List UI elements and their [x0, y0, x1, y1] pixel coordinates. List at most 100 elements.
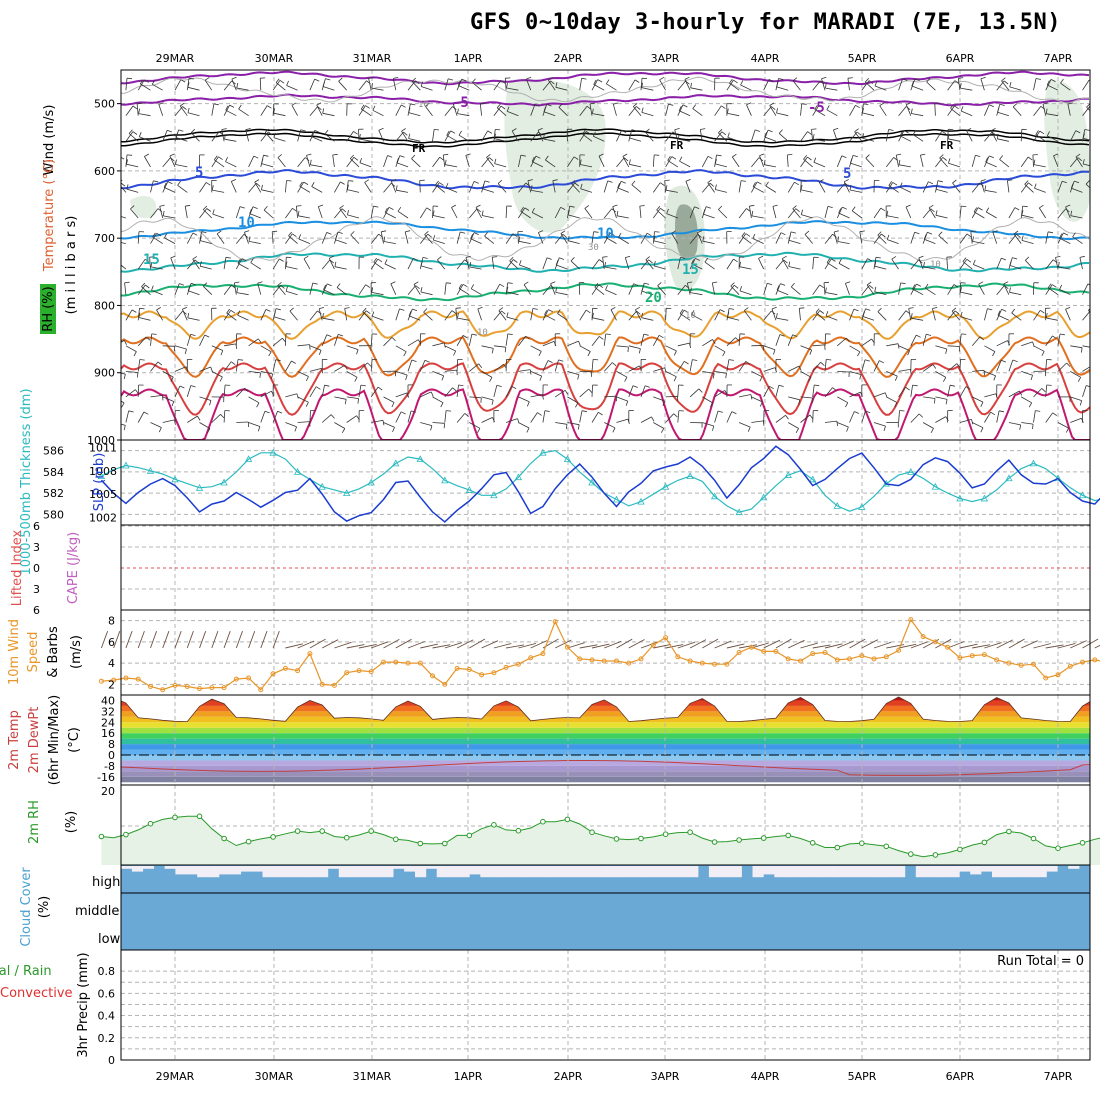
wind-barb-flag — [581, 410, 587, 413]
wind-barb-flag — [1007, 179, 1013, 181]
wind-barb-flag — [473, 232, 479, 235]
wind-barb — [507, 111, 519, 117]
wind-barb — [859, 231, 863, 244]
wind-barb — [702, 339, 713, 347]
wind-barb-flag — [1058, 262, 1060, 268]
temp2m-ylabel-3: (6hr Min/Max) — [47, 695, 62, 785]
wind-barb-flag — [825, 287, 827, 293]
wind-barb — [397, 210, 409, 219]
wind10m-point — [994, 657, 1000, 663]
wind-barb-flag — [1027, 156, 1033, 161]
wind-barb-flag — [543, 134, 545, 140]
thickness-point — [882, 479, 890, 487]
wind-barb — [469, 266, 482, 270]
wind-barb — [468, 232, 475, 244]
wind-barb-flag — [364, 179, 370, 183]
wind-barb — [786, 154, 789, 167]
wind-barb — [1024, 184, 1034, 193]
wind-barb — [1045, 79, 1052, 91]
rh2m-point — [393, 836, 399, 843]
wind-barb — [321, 414, 332, 423]
wind-barb-flag — [538, 351, 542, 356]
wind10m-barb — [150, 630, 158, 649]
wind-barb — [923, 266, 936, 270]
wind-barb-flag — [231, 179, 237, 182]
wind-barb — [641, 317, 654, 321]
wind-barb — [727, 113, 740, 117]
wind10m-barb — [579, 644, 598, 649]
wind10m-point — [430, 673, 435, 679]
wind-barb-flag — [744, 307, 749, 311]
wind-barb-flag — [206, 208, 212, 212]
wind-barb — [419, 360, 426, 372]
wind10m-barb — [873, 641, 892, 649]
rh2m-point — [294, 828, 301, 834]
wind-barb-flag — [910, 108, 913, 114]
wind-barb-flag — [733, 79, 738, 84]
wind-barb-flag — [690, 287, 692, 293]
wind-barb-flag — [598, 411, 603, 416]
wind-barb — [825, 292, 838, 296]
wind-barb-flag — [1012, 103, 1018, 108]
wind-barb — [211, 103, 215, 116]
wind-barb — [199, 422, 211, 429]
wind-barb-flag — [979, 336, 985, 341]
wind10m-barb — [824, 643, 843, 649]
wind-barb — [334, 334, 339, 346]
wind-barb — [435, 184, 446, 193]
wind-barb — [370, 333, 373, 346]
rh2m-point — [172, 814, 178, 821]
wind-barb-flag — [239, 206, 245, 209]
wind-barb-flag — [898, 159, 901, 165]
wind-barb — [163, 215, 176, 219]
wind-barb — [297, 396, 309, 403]
wind-barb — [763, 310, 772, 321]
wind-barb — [378, 130, 384, 142]
wind-barb-flag — [115, 210, 116, 215]
wind-barb-flag — [905, 386, 910, 391]
wind-barb — [444, 369, 457, 372]
cloud-high-bar — [687, 866, 699, 878]
wind-barb-flag — [103, 260, 105, 265]
wind-barb — [821, 78, 826, 91]
wind-barb-flag — [1032, 424, 1034, 430]
wind10m-point — [736, 650, 742, 655]
wind-barb-flag — [348, 180, 354, 182]
wind-barb — [371, 292, 384, 296]
wind-barb — [1021, 240, 1034, 244]
cloud-high-bar — [610, 866, 623, 878]
wind-barb — [922, 232, 928, 244]
wind-barb-flag — [291, 102, 297, 106]
wind-barb-flag — [752, 233, 756, 239]
wind-barb — [556, 264, 568, 270]
wind-barb — [1082, 385, 1087, 398]
wind-barb — [162, 419, 175, 423]
wind-barb — [199, 366, 211, 372]
cloud-high-bar — [556, 866, 568, 878]
wind-barb-flag — [446, 410, 452, 412]
wind10m-barb — [604, 640, 622, 649]
wind-barb-flag — [237, 258, 241, 264]
wind-barb — [216, 233, 225, 244]
wind-barb-flag — [304, 157, 310, 162]
wind-barb — [444, 282, 447, 295]
wind-barb-flag — [434, 129, 440, 131]
wind-barb — [102, 88, 114, 91]
wind-barb — [383, 396, 395, 403]
wind-barb-flag — [373, 205, 379, 208]
wind-barb-flag — [954, 310, 960, 315]
wind-barb — [1070, 345, 1083, 349]
thickness-point — [710, 492, 719, 500]
wind-barb-flag — [966, 258, 972, 263]
cloud-high-bar — [654, 866, 666, 878]
wind-barb-flag — [746, 102, 752, 106]
wind-barb-flag — [199, 235, 202, 241]
wind-barb — [1032, 154, 1034, 167]
wind-barb — [350, 234, 360, 244]
wind-barb — [346, 180, 349, 193]
wind-barb — [996, 257, 1002, 270]
wind-barb-flag — [344, 399, 347, 405]
wind-barb-flag — [997, 107, 1000, 113]
wind-barb — [121, 340, 125, 343]
wind-barb — [591, 259, 600, 270]
